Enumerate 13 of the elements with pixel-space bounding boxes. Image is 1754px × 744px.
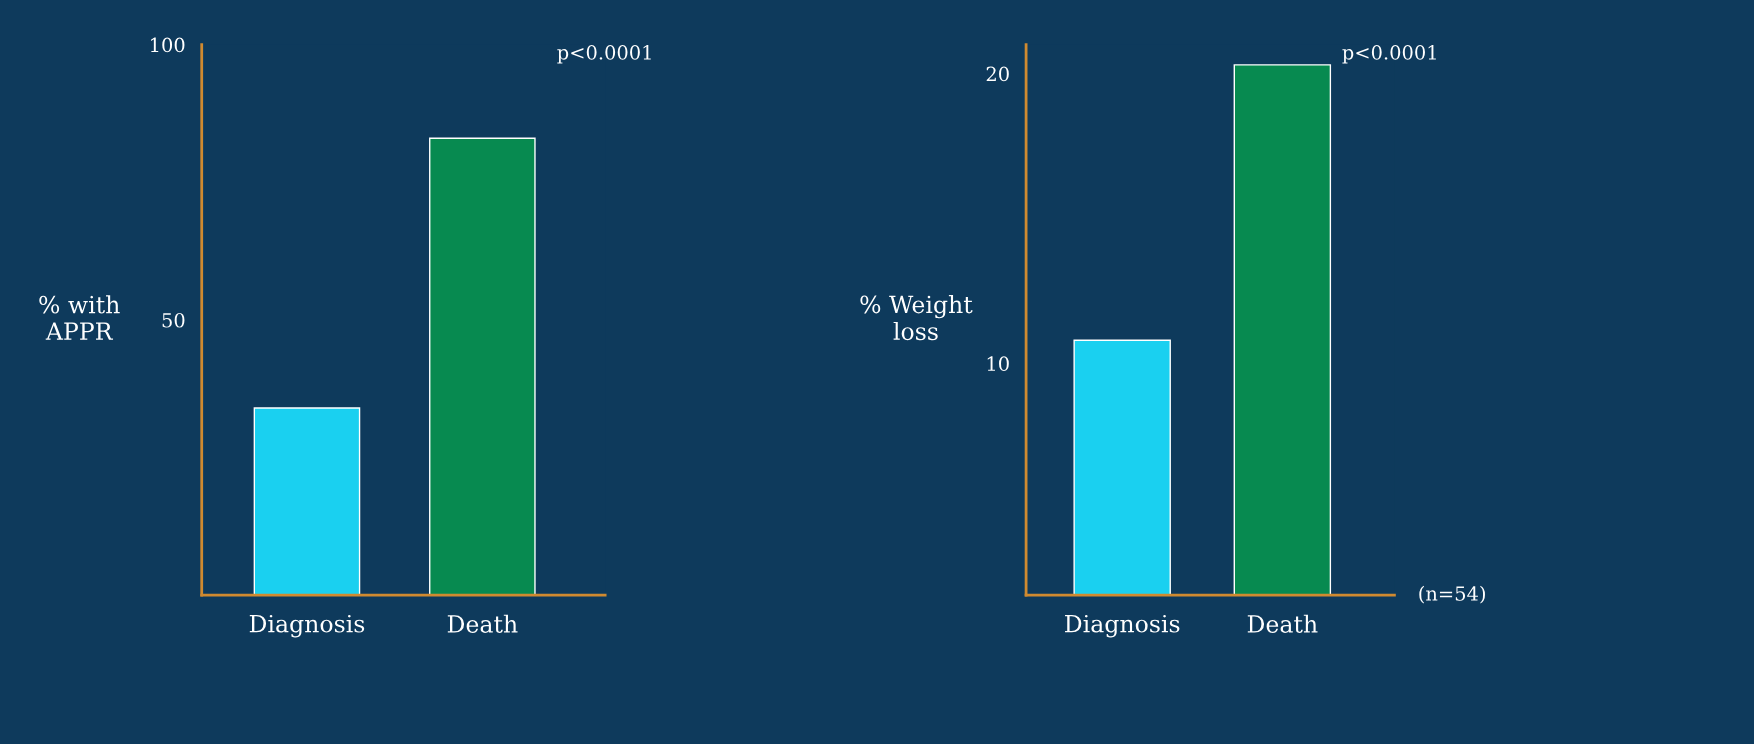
y-tick-label: 20	[986, 66, 1009, 82]
annotation: p<0.0001	[1342, 44, 1436, 64]
y-axis-title: % Weight loss	[860, 295, 973, 341]
text: (n=54)	[1419, 585, 1485, 604]
y-tick-label: 10	[987, 356, 1009, 372]
y-tick-label: 50	[162, 312, 185, 328]
annotation: p<0.0001	[557, 44, 651, 64]
y-tick-label: 100	[151, 37, 185, 53]
y-axis-title: % with APPR	[39, 295, 120, 340]
x-tick-label: Death	[1247, 614, 1318, 633]
x-tick-label: Diagnosis	[249, 614, 365, 638]
x-tick-label: Death	[447, 614, 518, 633]
x-tick-label: Diagnosis	[1065, 614, 1180, 638]
